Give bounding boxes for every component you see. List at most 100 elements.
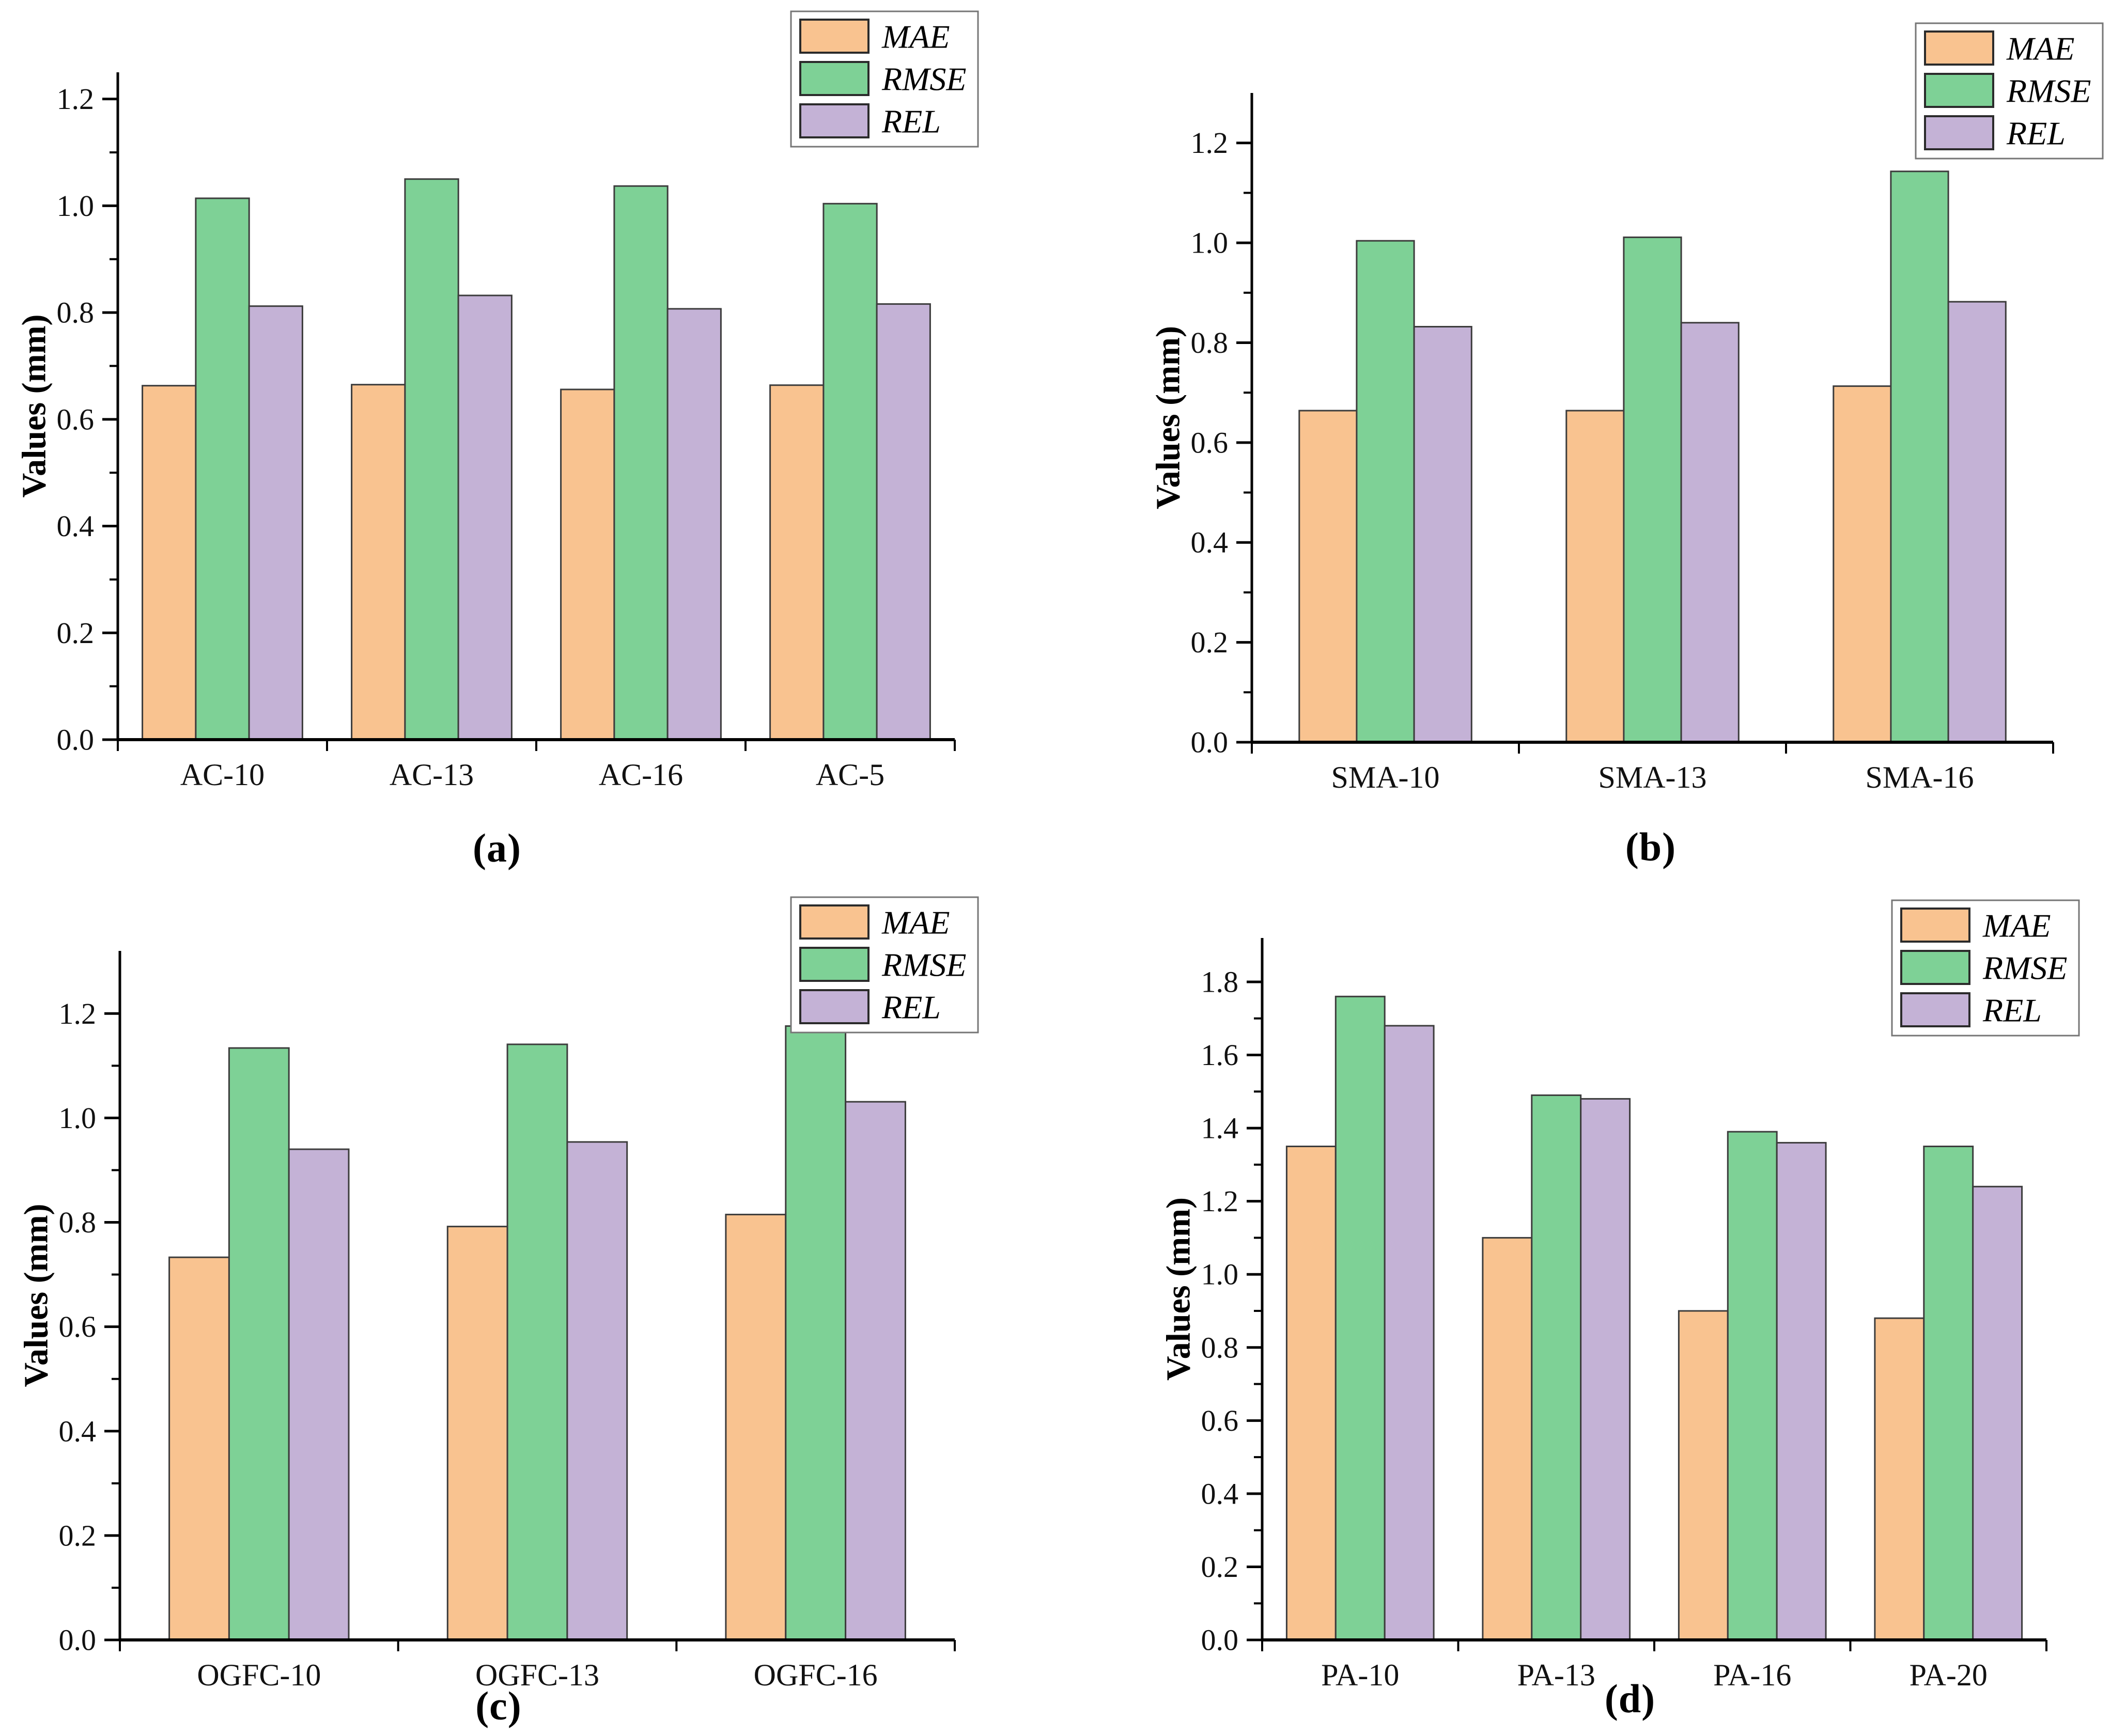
bar-MAE-PA-13 — [1482, 1237, 1533, 1641]
bar-RMSE-PA-10 — [1334, 995, 1386, 1641]
bar-REL-PA-16 — [1776, 1141, 1827, 1641]
y-tick-label: 1.2 — [57, 82, 95, 116]
bar-REL-PA-10 — [1384, 1025, 1435, 1641]
panel-c: 0.0 0.2 0.4 0.6 0.8 1.0 1.2 OGFC-10 OGFC-13 OGFC-… — [0, 868, 1056, 1736]
panel-caption-d: (d) — [1604, 1676, 1656, 1721]
y-tick-label: 0.6 — [59, 1310, 97, 1343]
y-axis-title: Values (mm) — [15, 314, 53, 497]
y-tick-label: 0.0 — [57, 723, 95, 757]
bar-REL-AC-5 — [876, 303, 931, 741]
y-tick-label: 0.4 — [59, 1414, 97, 1448]
bar-MAE-AC-16 — [560, 388, 615, 741]
legend-label-MAE: MAE — [881, 904, 950, 941]
y-tick-label: 0.4 — [1191, 526, 1229, 559]
legend-label-MAE: MAE — [1982, 908, 2051, 944]
y-tick-label: 1.0 — [59, 1101, 97, 1135]
axes-group: 0.0 0.2 0.4 0.6 0.8 1.0 1.2 OGFC-10 OGFC-13 OGFC-… — [59, 951, 956, 1692]
legend-label-MAE: MAE — [881, 19, 950, 55]
legend-swatch-RMSE — [1924, 73, 1994, 108]
bar-RMSE-PA-16 — [1727, 1131, 1778, 1641]
y-tick-label: 1.8 — [1201, 965, 1239, 998]
legend-swatch-RMSE — [799, 947, 870, 982]
y-tick-label: 1.2 — [1201, 1184, 1239, 1218]
chart-c: 0.0 0.2 0.4 0.6 0.8 1.0 1.2 OGFC-10 OGFC-13 OGFC-… — [18, 896, 979, 1692]
legend-label-RMSE: RMSE — [1982, 950, 2068, 987]
bar-RMSE-PA-13 — [1531, 1094, 1582, 1641]
bar-REL-AC-10 — [248, 305, 303, 741]
chart-a: 0.0 0.2 0.4 0.6 0.8 1.0 1.2 AC-10 AC-13 AC-16 AC-5… — [15, 10, 979, 792]
legend-swatch-MAE — [799, 19, 870, 54]
bar-RMSE-AC-10 — [195, 197, 250, 741]
y-tick-label: 1.4 — [1201, 1112, 1239, 1145]
y-tick-label: 1.0 — [57, 189, 95, 223]
bar-RMSE-PA-20 — [1923, 1146, 1974, 1641]
bar-REL-PA-20 — [1972, 1185, 2023, 1641]
legend-swatch-RMSE — [799, 61, 870, 96]
legend-swatch-REL — [799, 989, 870, 1024]
bar-RMSE-AC-16 — [613, 185, 669, 741]
bars-group — [168, 1025, 906, 1641]
legend: MAE RMSE REL — [1891, 899, 2080, 1037]
x-category-label: SMA-10 — [1331, 760, 1439, 794]
x-category-label: AC-10 — [180, 758, 265, 792]
bar-RMSE-OGFC-10 — [228, 1047, 290, 1641]
x-category-label: OGFC-16 — [754, 1658, 878, 1692]
y-tick-label: 0.4 — [57, 509, 95, 543]
panel-caption-c: (c) — [475, 1683, 522, 1728]
chart-d: 0.0 0.2 0.4 0.6 0.8 1.0 1.2 1.4 1.6 1.8 PA-10 PA-13… — [1160, 899, 2080, 1692]
y-tick-label: 0.2 — [1191, 625, 1229, 659]
bar-MAE-PA-20 — [1874, 1317, 1925, 1641]
legend-swatch-REL — [1900, 992, 1970, 1027]
panel-b: 0.0 0.2 0.4 0.6 0.8 1.0 1.2 SMA-10 SMA-13 SMA-16 V… — [1056, 0, 2111, 869]
legend-swatch-REL — [799, 103, 870, 138]
legend-label-RMSE: RMSE — [2006, 73, 2091, 110]
legend-swatch-MAE — [1924, 30, 1994, 66]
panel-d: 0.0 0.2 0.4 0.6 0.8 1.0 1.2 1.4 1.6 1.8 PA-10 PA-13… — [1056, 868, 2111, 1736]
legend-label-REL: REL — [1982, 992, 2042, 1029]
bar-MAE-AC-5 — [769, 384, 825, 741]
y-tick-label: 0.8 — [57, 296, 95, 330]
bar-RMSE-AC-5 — [822, 202, 878, 741]
y-tick-label: 1.0 — [1201, 1258, 1239, 1291]
y-tick-label: 0.0 — [1191, 726, 1229, 759]
legend-label-RMSE: RMSE — [881, 947, 967, 983]
x-category-label: PA-13 — [1517, 1658, 1595, 1692]
legend-label-RMSE: RMSE — [881, 61, 967, 98]
legend-label-REL: REL — [881, 103, 941, 140]
y-tick-label: 0.2 — [59, 1519, 97, 1552]
axes-group: 0.0 0.2 0.4 0.6 0.8 1.0 1.2 AC-10 AC-13 AC-16 AC-5 — [57, 72, 956, 792]
y-tick-label: 1.2 — [59, 997, 97, 1030]
bar-RMSE-AC-13 — [404, 178, 459, 741]
x-category-label: SMA-13 — [1598, 760, 1706, 794]
bar-MAE-OGFC-16 — [725, 1213, 787, 1641]
y-tick-label: 0.0 — [59, 1623, 97, 1657]
panel-caption-b: (b) — [1625, 824, 1677, 869]
y-tick-label: 0.2 — [57, 616, 95, 650]
x-category-label: OGFC-10 — [197, 1658, 321, 1692]
bar-MAE-PA-10 — [1285, 1146, 1337, 1641]
x-category-label: AC-13 — [390, 758, 474, 792]
bar-REL-SMA-16 — [1947, 301, 2007, 743]
bar-REL-OGFC-16 — [845, 1101, 906, 1641]
x-category-label: AC-5 — [816, 758, 884, 792]
legend-swatch-REL — [1924, 115, 1994, 150]
x-category-label: SMA-16 — [1865, 760, 1974, 794]
bar-REL-AC-16 — [666, 308, 722, 741]
legend: MAE RMSE REL — [790, 10, 979, 148]
bar-MAE-AC-10 — [142, 385, 197, 741]
y-tick-label: 0.8 — [1191, 326, 1229, 359]
y-tick-label: 0.2 — [1201, 1550, 1239, 1584]
y-axis-title: Values (mm) — [18, 1203, 55, 1387]
bar-RMSE-SMA-16 — [1890, 170, 1949, 743]
bar-MAE-OGFC-13 — [446, 1226, 508, 1641]
bar-RMSE-OGFC-16 — [785, 1025, 847, 1641]
bar-MAE-SMA-13 — [1565, 410, 1625, 743]
y-tick-label: 0.0 — [1201, 1623, 1239, 1657]
x-category-label: PA-20 — [1910, 1658, 1988, 1692]
panel-caption-a: (a) — [473, 825, 521, 870]
legend-label-REL: REL — [881, 989, 941, 1026]
bars-group — [142, 178, 931, 741]
bar-RMSE-SMA-13 — [1623, 236, 1682, 743]
legend-label-MAE: MAE — [2006, 30, 2075, 67]
